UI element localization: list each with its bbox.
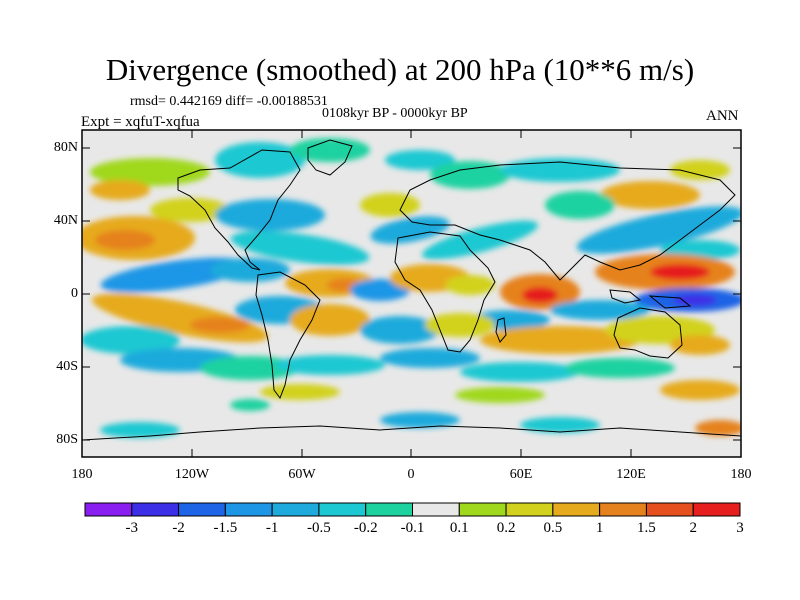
x-label-120w: 120W [174,467,210,482]
colorbar-label: 0.2 [496,520,516,536]
colorbar-label: 1 [595,520,604,536]
colorbar-swatch [505,502,554,517]
y-ticks [82,147,741,441]
x-label-120e: 120E [616,467,646,482]
colorbar-swatch [318,502,367,517]
colorbar-swatch [84,502,133,517]
colorbar-label: -0.2 [353,520,378,536]
colorbar-label: 2 [689,520,697,536]
x-label-180w: 180 [71,467,93,482]
colorbar-swatch [599,502,647,517]
y-label-80s: 80S [56,432,78,447]
colorbar-label: 1.5 [637,520,656,536]
divergence-field [82,138,741,438]
x-label-60w: 60W [288,467,316,482]
x-label-180e: 180 [730,467,752,482]
colorbar-label: -2 [172,520,185,536]
x-label-60e: 60E [509,467,533,482]
y-label-40s: 40S [56,359,78,374]
colorbar-swatch [131,502,180,517]
y-label-80n: 80N [53,140,78,155]
map-title: Divergence (smoothed) at 200 hPa (10**6 … [105,52,695,87]
period-text: 0108kyr BP - 0000kyr BP [322,106,468,121]
colorbar-swatch [271,502,320,517]
colorbar-label: -1 [265,520,279,536]
colorbar [84,502,741,517]
colorbar-label: -3 [125,520,139,536]
colorbar-swatch [692,502,741,517]
colorbar-label: -0.5 [307,520,331,536]
stats-text: rmsd= 0.442169 diff= -0.00188531 [130,94,328,109]
coastlines [82,139,741,441]
colorbar-label: -1.5 [213,520,238,536]
experiment-text: Expt = xqfuT-xqfua [81,114,200,130]
x-ticks [81,130,632,457]
colorbar-swatch [552,502,601,517]
colorbar-swatch [365,502,414,517]
colorbar-swatch [412,502,460,517]
y-label-0: 0 [71,286,78,301]
colorbar-swatch [458,502,507,517]
colorbar-swatch [224,502,273,517]
y-label-40n: 40N [53,213,78,228]
colorbar-swatch [178,502,226,517]
season-text: ANN [706,108,739,124]
colorbar-label: 0.1 [449,520,469,536]
colorbar-label: -0.1 [400,520,425,536]
x-label-0: 0 [407,467,415,482]
colorbar-label: 3 [736,520,744,536]
colorbar-swatch [645,502,694,517]
colorbar-label: 0.5 [543,520,563,536]
